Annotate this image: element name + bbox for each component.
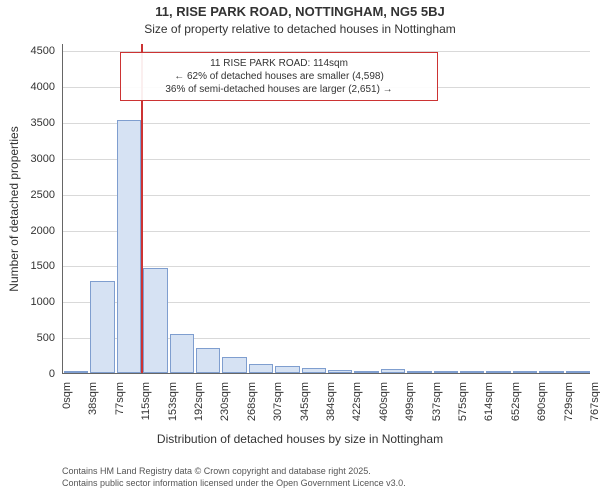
- x-tick-label: 384sqm: [325, 382, 337, 421]
- x-tick-label: 690sqm: [536, 382, 548, 421]
- x-tick-label: 345sqm: [299, 382, 311, 421]
- x-tick-label: 652sqm: [510, 382, 522, 421]
- y-axis-label: Number of detached properties: [7, 126, 21, 291]
- x-tick-label: 153sqm: [167, 382, 179, 421]
- x-tick-label: 614sqm: [483, 382, 495, 421]
- y-tick-label: 2000: [31, 225, 63, 237]
- histogram-bar: [143, 268, 167, 373]
- histogram-bar: [64, 371, 88, 373]
- y-tick-label: 1000: [31, 296, 63, 308]
- y-tick-label: 500: [37, 332, 63, 344]
- x-tick-label: 767sqm: [589, 382, 600, 421]
- credits-line-1: Contains HM Land Registry data © Crown c…: [62, 466, 406, 478]
- y-tick-label: 1500: [31, 260, 63, 272]
- y-tick-label: 2500: [31, 189, 63, 201]
- x-tick-label: 460sqm: [378, 382, 390, 421]
- histogram-bar: [566, 371, 590, 373]
- annotation-line-3: 36% of semi-detached houses are larger (…: [129, 83, 429, 96]
- x-tick-label: 0sqm: [61, 382, 73, 409]
- y-tick-label: 3500: [31, 117, 63, 129]
- x-tick-label: 729sqm: [563, 382, 575, 421]
- chart-title: 11, RISE PARK ROAD, NOTTINGHAM, NG5 5BJ: [0, 4, 600, 19]
- histogram-bar: [222, 357, 246, 374]
- annotation-line-1: 11 RISE PARK ROAD: 114sqm: [129, 57, 429, 70]
- histogram-bar: [170, 334, 194, 373]
- annotation-line-2: ← 62% of detached houses are smaller (4,…: [129, 70, 429, 83]
- chart-subtitle: Size of property relative to detached ho…: [0, 22, 600, 36]
- annotation-box: 11 RISE PARK ROAD: 114sqm ← 62% of detac…: [120, 52, 438, 101]
- histogram-bar: [354, 371, 378, 373]
- credits-line-2: Contains public sector information licen…: [62, 478, 406, 490]
- histogram-bar: [539, 371, 563, 373]
- histogram-bar: [302, 368, 326, 373]
- histogram-bar: [407, 371, 431, 373]
- histogram-bar: [381, 369, 405, 373]
- credits-footer: Contains HM Land Registry data © Crown c…: [62, 466, 406, 489]
- x-tick-label: 115sqm: [140, 382, 152, 420]
- histogram-bar: [328, 370, 352, 373]
- histogram-bar: [249, 364, 273, 373]
- x-tick-label: 307sqm: [272, 382, 284, 421]
- x-tick-label: 499sqm: [404, 382, 416, 421]
- histogram-bar: [90, 281, 114, 373]
- chart-container: 11, RISE PARK ROAD, NOTTINGHAM, NG5 5BJ …: [0, 0, 600, 500]
- x-tick-label: 268sqm: [246, 382, 258, 421]
- y-tick-label: 4500: [31, 45, 63, 57]
- x-axis-label: Distribution of detached houses by size …: [0, 432, 600, 446]
- x-tick-label: 77sqm: [114, 382, 126, 415]
- y-tick-label: 3000: [31, 153, 63, 165]
- y-tick-label: 4000: [31, 81, 63, 93]
- histogram-bar: [434, 371, 458, 373]
- histogram-bar: [486, 371, 510, 373]
- histogram-bar: [275, 366, 299, 373]
- histogram-bar: [117, 120, 141, 373]
- x-tick-label: 192sqm: [193, 382, 205, 421]
- x-tick-label: 230sqm: [219, 382, 231, 421]
- x-tick-label: 422sqm: [351, 382, 363, 421]
- x-tick-label: 38sqm: [87, 382, 99, 415]
- histogram-bar: [513, 371, 537, 373]
- histogram-bar: [196, 348, 220, 373]
- y-tick-label: 0: [49, 368, 63, 380]
- x-tick-label: 575sqm: [457, 382, 469, 421]
- histogram-bar: [460, 371, 484, 373]
- x-tick-label: 537sqm: [431, 382, 443, 421]
